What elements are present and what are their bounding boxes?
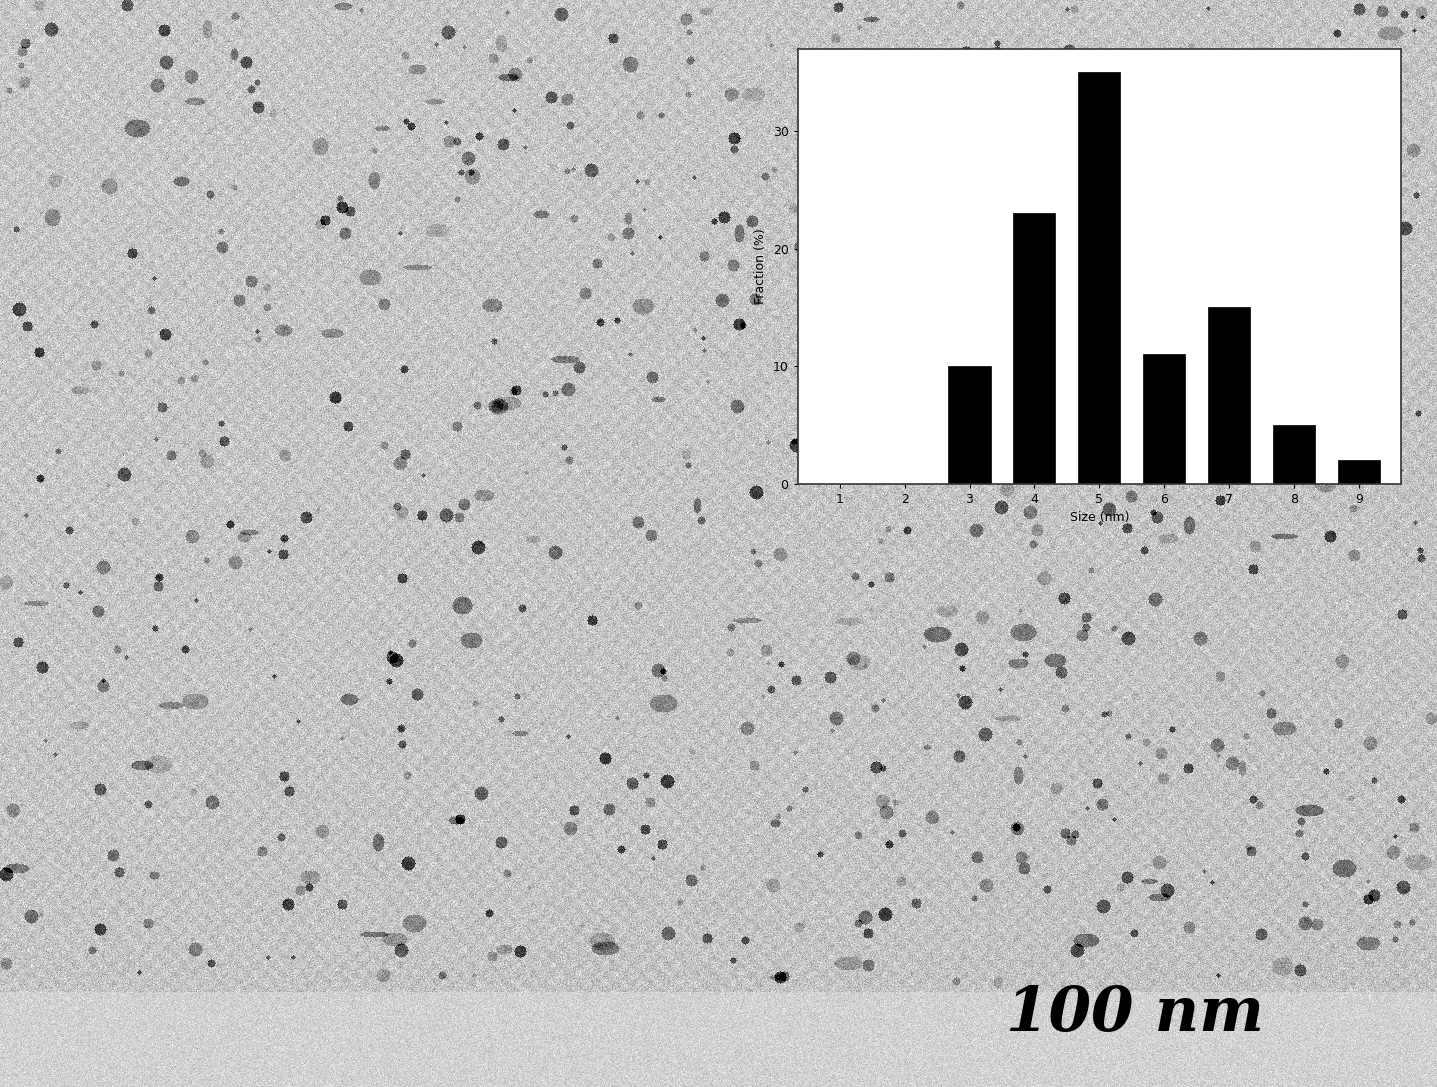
X-axis label: Size (nm): Size (nm) — [1069, 511, 1129, 524]
Y-axis label: Fraction (%): Fraction (%) — [754, 228, 767, 304]
Bar — [1013, 213, 1056, 484]
Bar — [1142, 354, 1186, 484]
Bar — [1273, 425, 1315, 484]
Bar — [948, 366, 990, 484]
Bar — [1078, 73, 1121, 484]
Bar — [1209, 308, 1250, 484]
Bar — [1338, 460, 1380, 484]
Text: 100 nm: 100 nm — [1006, 984, 1263, 1044]
